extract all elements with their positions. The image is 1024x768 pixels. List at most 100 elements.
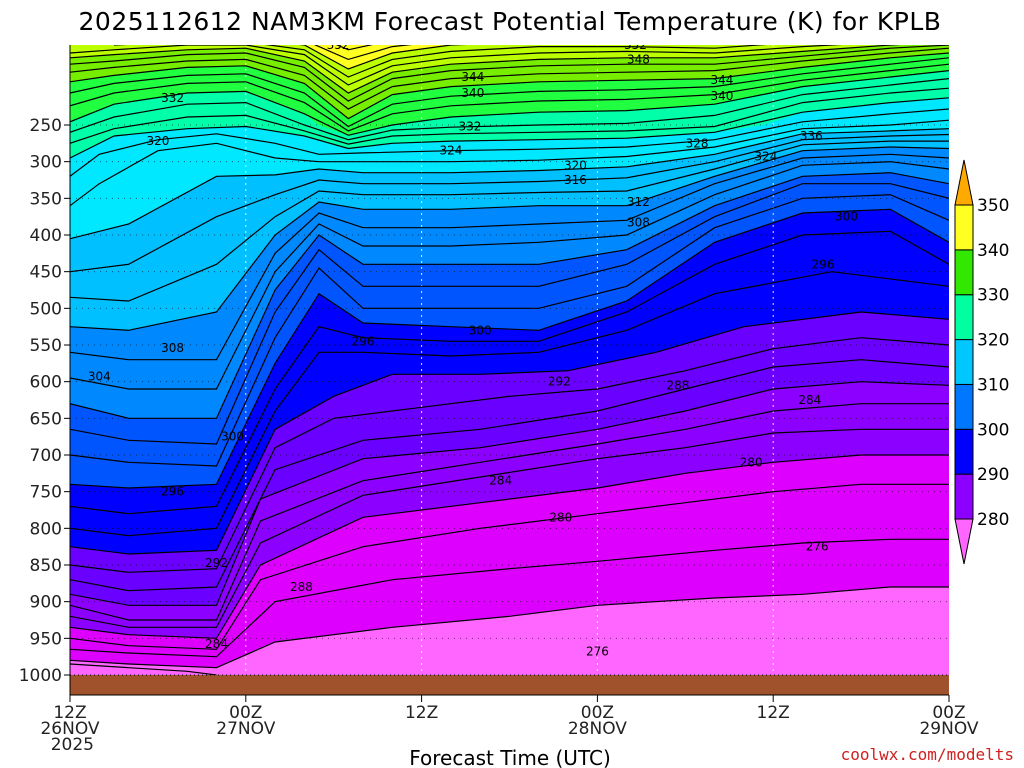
contour-label: 340 bbox=[710, 89, 733, 103]
colorbar-segment-340 bbox=[954, 204, 974, 251]
x-tick-label: 12Z bbox=[405, 703, 438, 723]
colorbar-top-triangle bbox=[954, 159, 974, 206]
x-tick-label: 00Z bbox=[229, 703, 262, 723]
contour-332 bbox=[70, 63, 949, 132]
y-tick-label: 850 bbox=[30, 556, 62, 576]
y-tick-label: 550 bbox=[30, 336, 62, 356]
contour-label: 324 bbox=[754, 150, 777, 164]
contour-label: 276 bbox=[586, 645, 609, 659]
contour-label: 284 bbox=[205, 637, 228, 651]
contour-label: 304 bbox=[88, 370, 111, 384]
contour-350 bbox=[313, 45, 413, 61]
contour-274 bbox=[70, 663, 217, 675]
contour-314 bbox=[70, 140, 949, 302]
contour-330 bbox=[70, 70, 949, 136]
contour-286 bbox=[70, 403, 949, 621]
contour-276 bbox=[70, 586, 949, 669]
colorbar-segment-320 bbox=[954, 294, 974, 341]
contour-label: 308 bbox=[627, 216, 650, 230]
y-axis: 250 300 350 400 450 500 550 600 650 700 750 800 850 9… bbox=[19, 45, 71, 695]
y-tick-label: 450 bbox=[30, 263, 62, 283]
band-340 bbox=[70, 45, 949, 101]
contour-306 bbox=[70, 172, 949, 419]
contour-334 bbox=[70, 57, 949, 128]
x-tick-label: 00Z bbox=[932, 703, 965, 723]
colorbar-label: 290 bbox=[977, 465, 1009, 485]
contour-label: 292 bbox=[548, 375, 571, 389]
y-tick-label: 700 bbox=[30, 446, 62, 466]
contour-label: 296 bbox=[161, 485, 184, 499]
contour-318 bbox=[70, 128, 949, 240]
colorbar-label: 280 bbox=[977, 510, 1009, 530]
colorbar-label: 340 bbox=[977, 241, 1009, 261]
y-tick-label: 900 bbox=[30, 593, 62, 613]
contour-label: 296 bbox=[812, 257, 835, 271]
contour-label: 332 bbox=[458, 119, 481, 133]
contour-label: 336 bbox=[800, 129, 823, 143]
y-tick-label: 800 bbox=[30, 519, 62, 539]
contour-label: 276 bbox=[806, 540, 829, 554]
credit-text: coolwx.com/modelts bbox=[841, 745, 1014, 764]
contour-282 bbox=[70, 454, 949, 639]
contour-342 bbox=[70, 45, 902, 94]
contour-328 bbox=[70, 78, 949, 141]
chart-title: 2025112612 NAM3KM Forecast Potential Tem… bbox=[79, 7, 942, 36]
contour-label: 308 bbox=[161, 341, 184, 355]
contour-label: 300 bbox=[469, 323, 492, 337]
contour-290 bbox=[70, 359, 949, 592]
contour-label: 284 bbox=[489, 474, 512, 488]
contour-284 bbox=[70, 428, 949, 628]
x-tick-label: 12Z bbox=[53, 703, 86, 723]
contour-label: 280 bbox=[740, 455, 763, 469]
contour-label: 344 bbox=[710, 73, 733, 87]
colorbar-bottom-triangle bbox=[954, 518, 974, 565]
contour-292 bbox=[70, 337, 949, 573]
colorbar-segment-300 bbox=[954, 383, 974, 430]
contour-322 bbox=[70, 108, 949, 177]
band-342 bbox=[70, 45, 949, 93]
contour-312 bbox=[70, 146, 949, 331]
contour-288 bbox=[70, 381, 949, 606]
x-axis-label: Forecast Time (UTC) bbox=[409, 746, 611, 768]
y-tick-label: 250 bbox=[30, 116, 62, 136]
contour-label: 352 bbox=[327, 38, 350, 52]
contour-348 bbox=[298, 45, 468, 70]
contour-label: 320 bbox=[146, 134, 169, 148]
colorbar-label: 350 bbox=[977, 196, 1009, 216]
contour-326 bbox=[70, 87, 949, 145]
contour-label: 280 bbox=[549, 510, 572, 524]
contour-label: 328 bbox=[686, 136, 709, 150]
y-tick-label: 650 bbox=[30, 409, 62, 429]
y-tick-label: 350 bbox=[30, 189, 62, 209]
y-tick-label: 600 bbox=[30, 373, 62, 393]
contour-label: 300 bbox=[221, 430, 244, 444]
contour-316 bbox=[70, 133, 949, 273]
color-bands bbox=[70, 45, 949, 675]
contour-label: 352 bbox=[624, 38, 647, 52]
contour-label: 284 bbox=[798, 393, 821, 407]
contour-label: 320 bbox=[564, 158, 587, 172]
contour-label: 316 bbox=[564, 173, 587, 187]
colorbar-label: 330 bbox=[977, 286, 1009, 306]
x-tick-label: 28NOV bbox=[568, 719, 627, 739]
ground-layer bbox=[70, 675, 949, 695]
colorbar-segment-310 bbox=[954, 339, 974, 385]
contour-336 bbox=[70, 52, 949, 120]
contour-label: 312 bbox=[627, 195, 650, 209]
x-tick-label: 2025 bbox=[51, 735, 94, 755]
contour-308 bbox=[70, 161, 949, 390]
colorbar-label: 300 bbox=[977, 420, 1009, 440]
contour-label: 332 bbox=[161, 91, 184, 105]
contour-340 bbox=[70, 45, 949, 102]
contour-346 bbox=[114, 45, 767, 78]
colorbar-segment-280 bbox=[954, 473, 974, 520]
y-tick-label: 950 bbox=[30, 629, 62, 649]
contour-338 bbox=[70, 47, 949, 110]
contour-310 bbox=[70, 153, 949, 361]
x-tick-label: 26NOV bbox=[40, 719, 99, 739]
y-tick-label: 300 bbox=[30, 153, 62, 173]
colorbar-segment-290 bbox=[954, 428, 974, 475]
